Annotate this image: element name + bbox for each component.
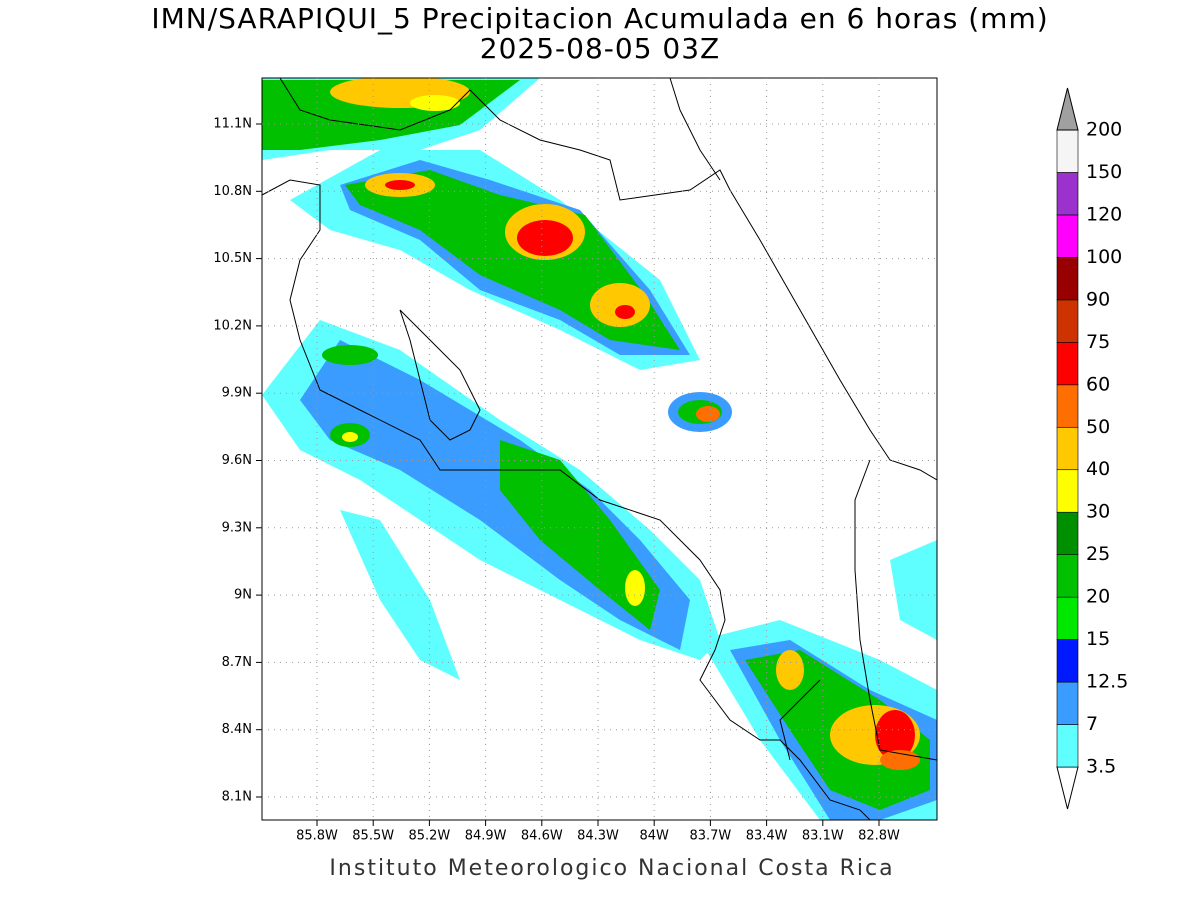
lon-tick-label: 84.3W [577,829,619,844]
lat-tick-label: 11.1N [213,117,252,132]
lon-tick-label: 84W [639,829,669,844]
colorbar-bin [1056,384,1079,428]
map-frame [261,77,938,821]
colorbar-bin [1056,511,1079,555]
colorbar-bin [1056,724,1079,768]
coastlines [262,78,937,820]
lon-tick-label: 83.4W [746,829,788,844]
colorbar-under [1056,766,1079,810]
title: IMN/SARAPIQUI_5 Precipitacion Acumulada … [151,2,1048,35]
colorbar-label: 3.5 [1086,756,1116,778]
lon-tick-label: 85.2W [408,829,450,844]
lon-tick-label: 84.9W [465,829,507,844]
colorbar-label: 12.5 [1086,671,1128,693]
footer: Instituto Meteorologico Nacional Costa R… [329,856,894,881]
colorbar-label: 25 [1086,543,1110,565]
lat-tick-label: 10.5N [213,251,252,266]
lat-tick-label: 9.6N [222,453,252,468]
lat-tick-label: 8.7N [222,655,252,670]
subtitle: 2025-08-05 03Z [480,32,720,65]
colorbar-label: 150 [1086,161,1122,183]
colorbar-label: 40 [1086,458,1110,480]
colorbar-label: 100 [1086,246,1122,268]
lon-tick-label: 83.7W [689,829,731,844]
colorbar-label: 50 [1086,416,1110,438]
colorbar-bin [1056,299,1079,343]
colorbar-bin [1056,129,1079,173]
colorbar-bin [1056,596,1079,640]
lon-tick-label: 84.6W [521,829,563,844]
precip-field [262,78,937,820]
colorbar-bin [1056,172,1079,216]
colorbar-bin [1056,681,1079,725]
lon-tick-label: 85.5W [352,829,394,844]
colorbar-label: 75 [1086,331,1110,353]
colorbar-over [1056,87,1079,131]
lat-tick-label: 9N [234,588,252,603]
colorbar-bin [1056,554,1079,598]
colorbar-label: 90 [1086,288,1110,310]
colorbar-bin [1056,214,1079,258]
colorbar-bin [1056,469,1079,513]
colorbar-label: 7 [1086,713,1098,735]
colorbar-bin [1056,426,1079,471]
lat-tick-label: 10.2N [213,318,252,333]
colorbar-label: 120 [1086,203,1122,225]
colorbar-bin [1056,639,1079,683]
lat-tick-label: 8.1N [222,790,252,805]
colorbar-label: 20 [1086,586,1110,608]
colorbar-bin [1056,257,1079,301]
lat-tick-label: 9.3N [222,520,252,535]
colorbar-label: 15 [1086,628,1110,650]
lon-tick-label: 82.8W [858,829,900,844]
colorbar-label: 200 [1086,119,1122,141]
lon-tick-label: 83.1W [802,829,844,844]
lat-tick-label: 8.4N [222,722,252,737]
colorbar-label: 30 [1086,501,1110,523]
colorbar-label: 60 [1086,373,1110,395]
lat-tick-label: 9.9N [222,386,252,401]
lat-tick-label: 10.8N [213,184,252,199]
colorbar-bin [1056,342,1079,386]
lon-tick-label: 85.8W [296,829,338,844]
